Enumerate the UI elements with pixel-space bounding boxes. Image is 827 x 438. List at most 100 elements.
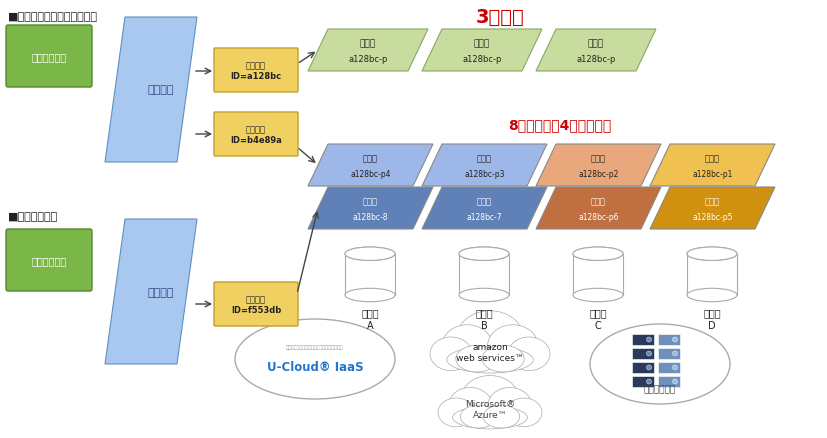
FancyBboxPatch shape	[6, 230, 92, 291]
Circle shape	[672, 351, 677, 356]
Bar	[632, 376, 654, 387]
Ellipse shape	[459, 289, 509, 302]
Text: Microsoft®
Azure™: Microsoft® Azure™	[465, 399, 515, 419]
Text: a128bc-p5: a128bc-p5	[692, 213, 733, 222]
Text: a128bc-p: a128bc-p	[348, 55, 388, 64]
Circle shape	[647, 351, 652, 356]
Ellipse shape	[442, 325, 492, 367]
Ellipse shape	[482, 346, 524, 372]
Text: 共有フォルダ: 共有フォルダ	[31, 255, 67, 265]
Ellipse shape	[430, 337, 472, 371]
Ellipse shape	[447, 346, 533, 373]
Text: ブロック
ID=b4e89a: ブロック ID=b4e89a	[230, 125, 282, 145]
Bar	[687, 254, 737, 295]
Text: a128bc-p2: a128bc-p2	[578, 170, 619, 179]
Text: 3コピー: 3コピー	[476, 8, 524, 27]
Ellipse shape	[687, 247, 737, 261]
Polygon shape	[308, 145, 433, 187]
Bar	[345, 254, 395, 295]
Polygon shape	[105, 18, 197, 162]
Text: ピース: ピース	[477, 154, 492, 163]
Text: ハイスケビリティな、マネージドクラウド。: ハイスケビリティな、マネージドクラウド。	[286, 345, 344, 350]
Ellipse shape	[488, 325, 538, 367]
Text: ピース: ピース	[705, 197, 720, 206]
Text: ピース: ピース	[474, 39, 490, 48]
Circle shape	[672, 365, 677, 370]
Text: a128bc-p: a128bc-p	[462, 55, 502, 64]
Bar	[632, 334, 654, 345]
Ellipse shape	[508, 337, 550, 371]
Bar	[632, 362, 654, 373]
Bar	[573, 254, 623, 295]
Text: a128bc-7: a128bc-7	[466, 213, 502, 222]
Text: ノード: ノード	[476, 307, 493, 317]
Polygon shape	[105, 219, 197, 364]
Bar	[658, 334, 680, 345]
Ellipse shape	[687, 289, 737, 302]
Ellipse shape	[687, 247, 737, 261]
Polygon shape	[308, 187, 433, 230]
Bar	[658, 348, 680, 359]
Text: ノード: ノード	[703, 307, 721, 317]
Polygon shape	[422, 187, 547, 230]
Text: D: D	[708, 320, 716, 330]
Circle shape	[672, 379, 677, 384]
Text: a128bc-p3: a128bc-p3	[464, 170, 504, 179]
Polygon shape	[536, 30, 656, 72]
Polygon shape	[422, 30, 542, 72]
Text: ■秘密分散保存: ■秘密分散保存	[8, 212, 58, 222]
Text: ファイル: ファイル	[148, 85, 174, 95]
Text: ピース: ピース	[591, 154, 606, 163]
Text: ピース: ピース	[363, 197, 378, 206]
Text: オンプレミス: オンプレミス	[644, 385, 676, 394]
Bar	[658, 376, 680, 387]
Text: ピース: ピース	[591, 197, 606, 206]
Ellipse shape	[590, 324, 730, 404]
Text: 8ピース分割4ピース復元: 8ピース分割4ピース復元	[509, 118, 612, 132]
Ellipse shape	[488, 388, 532, 424]
Bar	[632, 348, 654, 359]
Ellipse shape	[483, 405, 519, 428]
Text: amazon
web services™: amazon web services™	[456, 343, 524, 362]
Text: ■レプリケーション分散保存: ■レプリケーション分散保存	[8, 12, 98, 22]
Ellipse shape	[573, 247, 623, 261]
Ellipse shape	[573, 289, 623, 302]
Polygon shape	[422, 145, 547, 187]
Text: ピース: ピース	[477, 197, 492, 206]
Polygon shape	[308, 30, 428, 72]
Ellipse shape	[456, 346, 498, 372]
Ellipse shape	[345, 247, 395, 261]
Text: ピース: ピース	[588, 39, 604, 48]
Ellipse shape	[459, 247, 509, 261]
Text: ブロック
ID=a128bc: ブロック ID=a128bc	[231, 61, 281, 81]
Circle shape	[672, 337, 677, 342]
Text: U-Cloud® IaaS: U-Cloud® IaaS	[266, 360, 363, 374]
Circle shape	[647, 379, 652, 384]
Ellipse shape	[459, 247, 509, 261]
Polygon shape	[650, 145, 775, 187]
Ellipse shape	[345, 289, 395, 302]
Text: ピース: ピース	[363, 154, 378, 163]
Text: ノード: ノード	[589, 307, 607, 317]
Text: C: C	[595, 320, 601, 330]
Text: B: B	[480, 320, 487, 330]
FancyBboxPatch shape	[214, 49, 298, 93]
Text: a128bc-p: a128bc-p	[576, 55, 615, 64]
Ellipse shape	[345, 247, 395, 261]
Text: A: A	[366, 320, 373, 330]
FancyBboxPatch shape	[214, 113, 298, 157]
Text: ノード: ノード	[361, 307, 379, 317]
Polygon shape	[536, 187, 661, 230]
Ellipse shape	[461, 376, 519, 420]
Circle shape	[647, 365, 652, 370]
Ellipse shape	[438, 398, 475, 427]
Ellipse shape	[448, 388, 492, 424]
Text: ブロック
ID=f553db: ブロック ID=f553db	[231, 295, 281, 314]
Text: a128bc-p6: a128bc-p6	[578, 213, 619, 222]
Polygon shape	[536, 145, 661, 187]
Bar	[658, 362, 680, 373]
Text: ピース: ピース	[360, 39, 376, 48]
Text: ピース: ピース	[705, 154, 720, 163]
Ellipse shape	[573, 247, 623, 261]
Text: 共有フォルダ: 共有フォルダ	[31, 52, 67, 62]
